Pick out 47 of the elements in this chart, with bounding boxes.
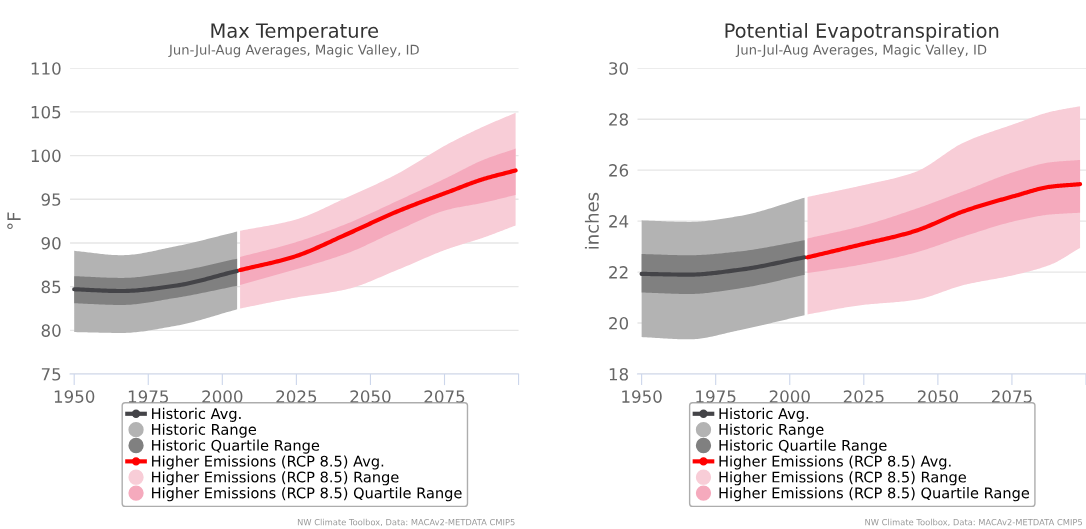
legend-label: Historic Range xyxy=(719,423,824,438)
chart-subtitle: Jun-Jul-Aug Averages, Magic Valley, ID xyxy=(735,44,987,58)
x-tick-label: 1975 xyxy=(128,390,169,403)
y-tick-label: 105 xyxy=(31,105,61,119)
chart-title: Potential Evapotranspiration xyxy=(725,22,999,42)
y-axis-title: °F xyxy=(7,212,21,230)
x-tick-label: 2000 xyxy=(202,390,243,403)
legend-label: Higher Emissions (RCP 8.5) Quartile Range xyxy=(152,487,462,502)
x-tick-label: 1950 xyxy=(622,390,662,403)
y-tick-label: 20 xyxy=(609,317,629,330)
x-tick-label: 2000 xyxy=(769,390,810,403)
legend-label: Historic Avg. xyxy=(719,407,809,422)
y-tick-label: 30 xyxy=(609,62,629,75)
x-tick-label: 2075 xyxy=(991,390,1032,403)
text: NW Climate Toolbox, Data: MACAv2-METDATA CMIP5 xyxy=(865,518,1083,527)
x-tick-label: 1975 xyxy=(696,390,736,403)
y-tick-label: 22 xyxy=(609,266,628,279)
y-tick-label: 26 xyxy=(609,164,629,177)
x-tick-label: 2025 xyxy=(843,390,884,403)
legend-label: Historic Quartile Range xyxy=(152,439,320,454)
x-tick-label: 2075 xyxy=(424,390,465,403)
legend-label: Higher Emissions (RCP 8.5) Range xyxy=(719,471,966,486)
legend-label: Higher Emissions (RCP 8.5) Avg. xyxy=(152,455,384,470)
y-tick-label: 18 xyxy=(609,367,629,381)
x-tick-label: 2050 xyxy=(350,390,391,403)
y-tick-label: 110 xyxy=(31,62,61,75)
x-tick-label: 2025 xyxy=(276,390,317,403)
y-tick-label: 28 xyxy=(609,113,629,126)
x-tick-label: 1950 xyxy=(54,390,95,403)
chart-subtitle: Jun-Jul-Aug Averages, Magic Valley, ID xyxy=(168,44,419,58)
y-tick-label: 85 xyxy=(41,280,61,294)
y-tick-label: 80 xyxy=(41,324,61,337)
y-tick-label: 75 xyxy=(41,368,61,381)
legend-label: Historic Avg. xyxy=(152,407,241,422)
legend-label: Higher Emissions (RCP 8.5) Avg. xyxy=(719,455,951,470)
y-tick-label: 90 xyxy=(41,236,61,250)
y-tick-label: 24 xyxy=(609,215,629,228)
text: NW Climate Toolbox, Data: MACAv2-METDATA CMIP5 xyxy=(297,518,515,527)
legend-label: Higher Emissions (RCP 8.5) Quartile Range xyxy=(719,487,1030,502)
legend-label: Historic Quartile Range xyxy=(719,439,887,454)
chart-title: Max Temperature xyxy=(211,23,379,42)
legend-label: Higher Emissions (RCP 8.5) Range xyxy=(152,471,399,486)
y-tick-label: 95 xyxy=(41,193,61,206)
x-tick-label: 2050 xyxy=(917,390,958,403)
y-axis-title: inches xyxy=(584,192,599,249)
y-tick-label: 100 xyxy=(31,149,61,163)
legend-label: Historic Range xyxy=(152,423,257,438)
